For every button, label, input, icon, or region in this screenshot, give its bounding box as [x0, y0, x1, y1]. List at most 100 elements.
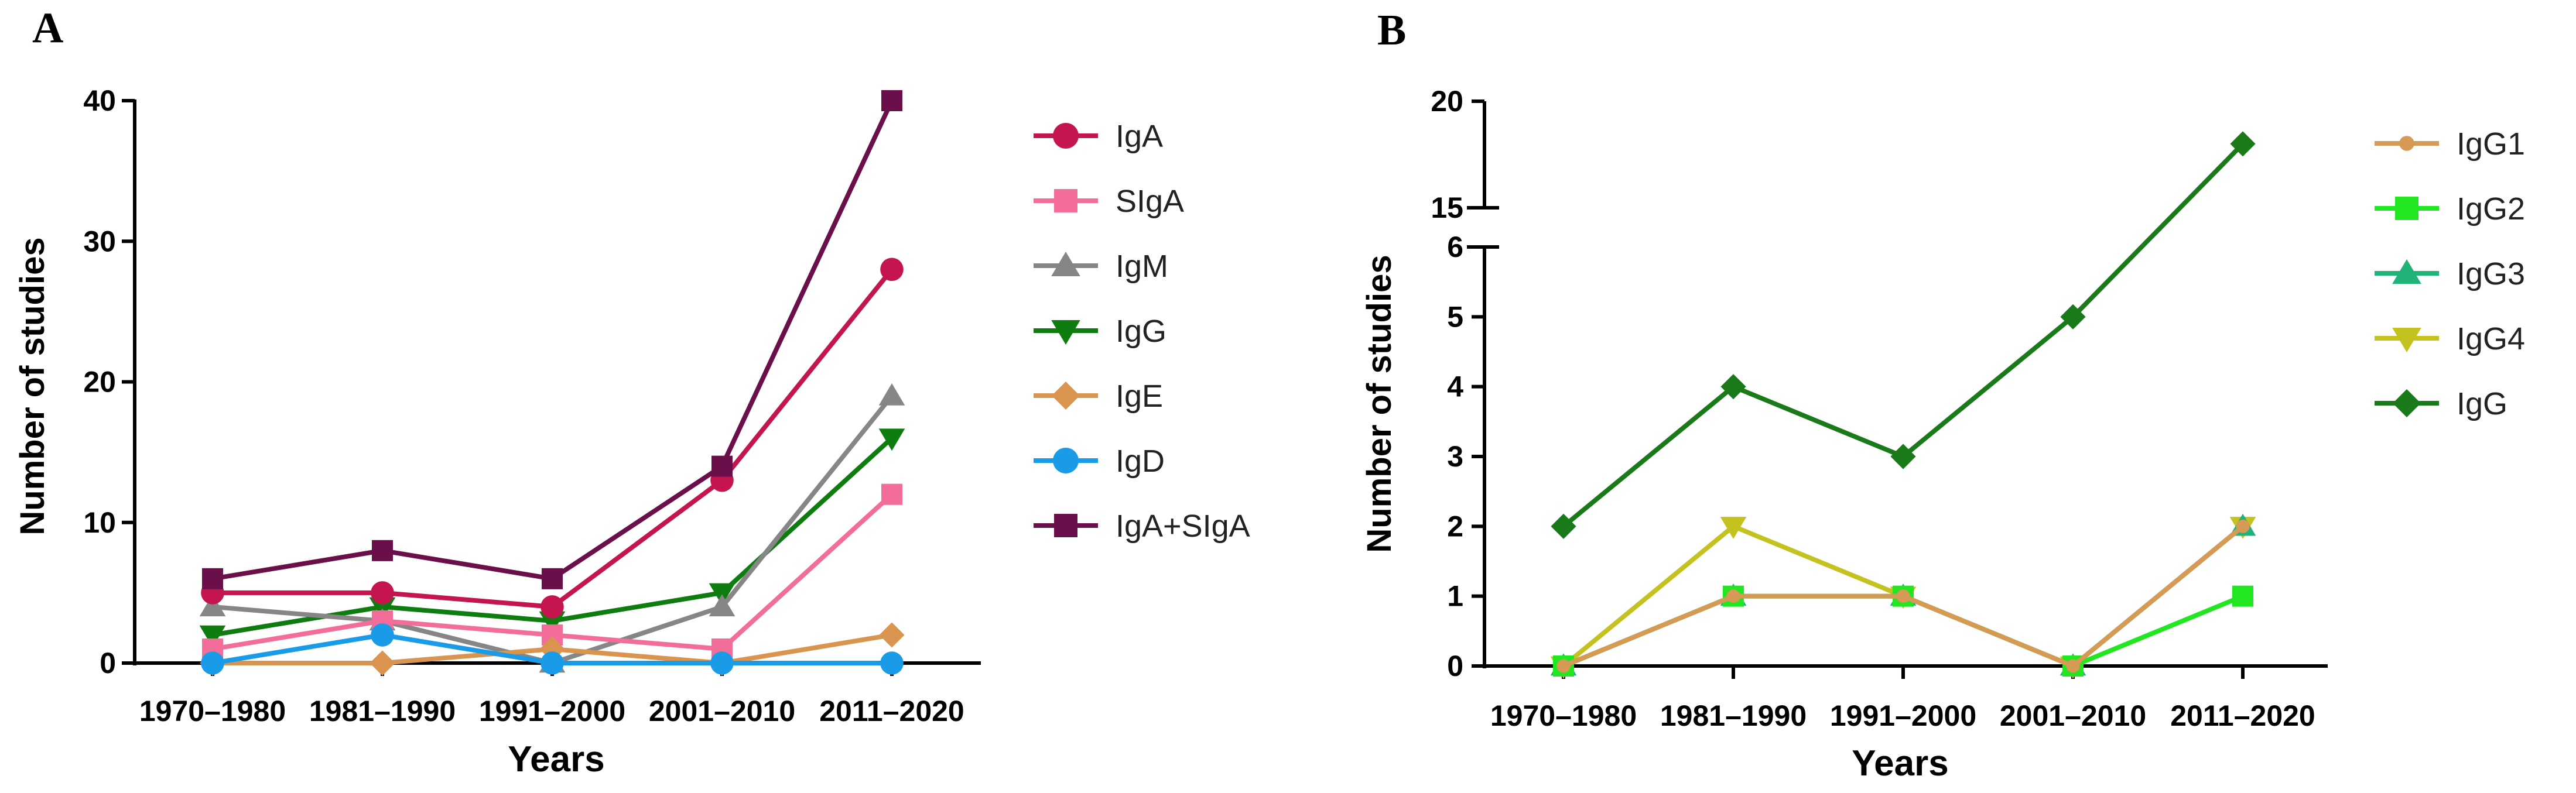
- chart-b-legend: IgG1 IgG2 IgG3 IgG4 IgG: [2375, 126, 2525, 421]
- legend-label-igg3: IgG3: [2457, 256, 2525, 291]
- chart-b-ytick-label: 4: [1447, 370, 1463, 403]
- legend-item-ige: IgE: [1034, 379, 1163, 414]
- legend-label-igg1: IgG1: [2457, 126, 2525, 162]
- chart-a-ytick-label: 10: [83, 506, 116, 539]
- chart-b-ytick-label: 20: [1431, 85, 1463, 118]
- legend-item-iga-plus-siga: IgA+SIgA: [1034, 509, 1250, 544]
- chart-a-point-igd: [371, 623, 394, 647]
- legend-label-igd: IgD: [1116, 444, 1165, 479]
- chart-b-xtick-label: 1991–2000: [1830, 699, 1976, 732]
- chart-b-point-igg4: [1720, 517, 1747, 539]
- chart-b-xtick-label: 1970–1980: [1490, 699, 1637, 732]
- chart-b-point-igg: [1551, 513, 1576, 539]
- chart-a-legend: IgA SIgA IgM IgG IgE IgD IgA+SIgA: [1034, 119, 1250, 544]
- chart-b-xtick-label: 2011–2020: [2170, 699, 2315, 732]
- chart-a-point-ige: [370, 650, 395, 676]
- chart-b-series-igg: [1551, 131, 2256, 539]
- legend-item-igg3: IgG3: [2375, 256, 2525, 291]
- legend-label-igg: IgG: [1116, 314, 1166, 349]
- chart-b-point-igg: [2230, 131, 2256, 157]
- chart-a-ylabel: Number of studies: [13, 237, 52, 535]
- chart-b-ytick-label: 1: [1447, 580, 1463, 613]
- chart-a-point-igd: [201, 651, 224, 675]
- legend-marker-igg1: [2399, 136, 2414, 151]
- legend-marker-igg: [2393, 389, 2421, 417]
- legend-marker-iga: [1053, 123, 1079, 149]
- chart-a-point-iga-plus-siga: [372, 540, 393, 561]
- chart-b-point-igg1: [2236, 519, 2250, 533]
- chart-a-xtick-label: 1981–1990: [309, 695, 456, 727]
- chart-b-ytick-label: 3: [1447, 440, 1463, 473]
- chart-a-point-ige: [879, 622, 905, 648]
- legend-item-igd: IgD: [1034, 444, 1165, 479]
- legend-item-igg1: IgG1: [2375, 126, 2525, 162]
- legend-item-igg2: IgG2: [2375, 191, 2525, 226]
- legend-label-iga-plus-siga: IgA+SIgA: [1116, 509, 1250, 544]
- chart-a-point-iga-plus-siga: [881, 90, 902, 111]
- chart-b-point-igg: [1720, 374, 1746, 400]
- chart-a-point-igd: [880, 651, 904, 675]
- chart-a-point-igg: [878, 428, 905, 451]
- chart-a-ytick-label: 40: [83, 84, 116, 117]
- panel-b-label: B: [1377, 6, 1406, 54]
- legend-marker-igm: [1051, 252, 1080, 276]
- chart-b-ylabel: Number of studies: [1360, 255, 1398, 552]
- legend-marker-igg2: [2395, 197, 2418, 220]
- legend-label-igg4: IgG4: [2457, 321, 2525, 356]
- chart-a-xtick-label: 1970–1980: [139, 695, 286, 727]
- legend-marker-igg: [1051, 320, 1080, 345]
- chart-a-point-iga-plus-siga: [711, 455, 733, 477]
- chart-a: 0 10 20 30 40 1970–1980 1981–1990 1991–2000 2001…: [83, 84, 981, 727]
- chart-a-ytick-label: 0: [100, 647, 116, 679]
- chart-a-point-igd: [710, 651, 734, 675]
- chart-a-point-iga-plus-siga: [542, 568, 563, 589]
- legend-label-igg: IgG: [2457, 386, 2507, 421]
- chart-a-point-igm: [199, 594, 226, 617]
- chart-a-ytick-label: 30: [83, 225, 116, 258]
- chart-a-point-siga: [881, 483, 902, 505]
- chart-a-point-iga: [880, 258, 904, 282]
- chart-a-xtick-label: 1991–2000: [479, 695, 625, 727]
- legend-item-iga: IgA: [1034, 119, 1163, 154]
- chart-a-series-iga-plus-siga: [202, 90, 902, 589]
- legend-label-ige: IgE: [1116, 379, 1163, 414]
- chart-b-ytick-label: 2: [1447, 510, 1463, 543]
- legend-marker-igg3: [2392, 259, 2421, 284]
- legend-marker-iga-plus-siga: [1054, 514, 1077, 537]
- chart-b-xlabel: Years: [1852, 743, 1949, 784]
- chart-b-point-igg2: [2232, 585, 2253, 607]
- legend-marker-igd: [1053, 448, 1079, 473]
- chart-a-point-iga: [371, 581, 394, 605]
- legend-label-iga: IgA: [1116, 119, 1163, 154]
- chart-b-point-igg1: [2066, 659, 2080, 673]
- chart-a-point-igm: [878, 383, 905, 406]
- chart-b-series-igg1: [1556, 519, 2250, 673]
- chart-a-xlabel: Years: [508, 739, 605, 780]
- chart-a-point-igg: [539, 611, 566, 634]
- chart-a-point-igd: [540, 651, 564, 675]
- chart-b-xtick-label: 1981–1990: [1660, 699, 1807, 732]
- chart-b: 0 1 2 3 4 5 6 15 20 1970–1980 1981–1990 1991–2000 20…: [1431, 85, 2328, 732]
- legend-item-igm: IgM: [1034, 249, 1168, 284]
- chart-b-xtick-label: 2001–2010: [2000, 699, 2146, 732]
- chart-a-xtick-label: 2011–2020: [819, 695, 964, 727]
- chart-b-point-igg: [1890, 444, 1916, 469]
- legend-item-igg: IgG: [2375, 386, 2507, 421]
- chart-b-point-igg1: [1556, 659, 1571, 673]
- chart-a-point-igg: [199, 625, 226, 648]
- chart-b-point-igg: [2060, 304, 2086, 329]
- chart-b-point-igg1: [1726, 589, 1740, 603]
- chart-b-ytick-label: 5: [1447, 300, 1463, 333]
- chart-a-point-iga: [540, 595, 564, 619]
- chart-a-point-iga-plus-siga: [202, 568, 223, 589]
- chart-a-series-igd: [201, 623, 904, 675]
- chart-a-point-igm: [709, 594, 735, 617]
- legend-item-siga: SIgA: [1034, 184, 1184, 219]
- legend-label-igm: IgM: [1116, 249, 1168, 284]
- chart-b-ytick-label: 15: [1431, 191, 1463, 224]
- legend-marker-igg4: [2392, 328, 2421, 352]
- chart-b-ytick-label: 6: [1447, 231, 1463, 263]
- chart-a-line-iga-plus-siga: [212, 99, 894, 581]
- chart-b-point-igg1: [1896, 589, 1910, 603]
